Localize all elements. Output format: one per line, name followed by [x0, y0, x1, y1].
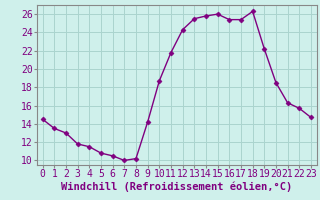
X-axis label: Windchill (Refroidissement éolien,°C): Windchill (Refroidissement éolien,°C)	[61, 182, 292, 192]
